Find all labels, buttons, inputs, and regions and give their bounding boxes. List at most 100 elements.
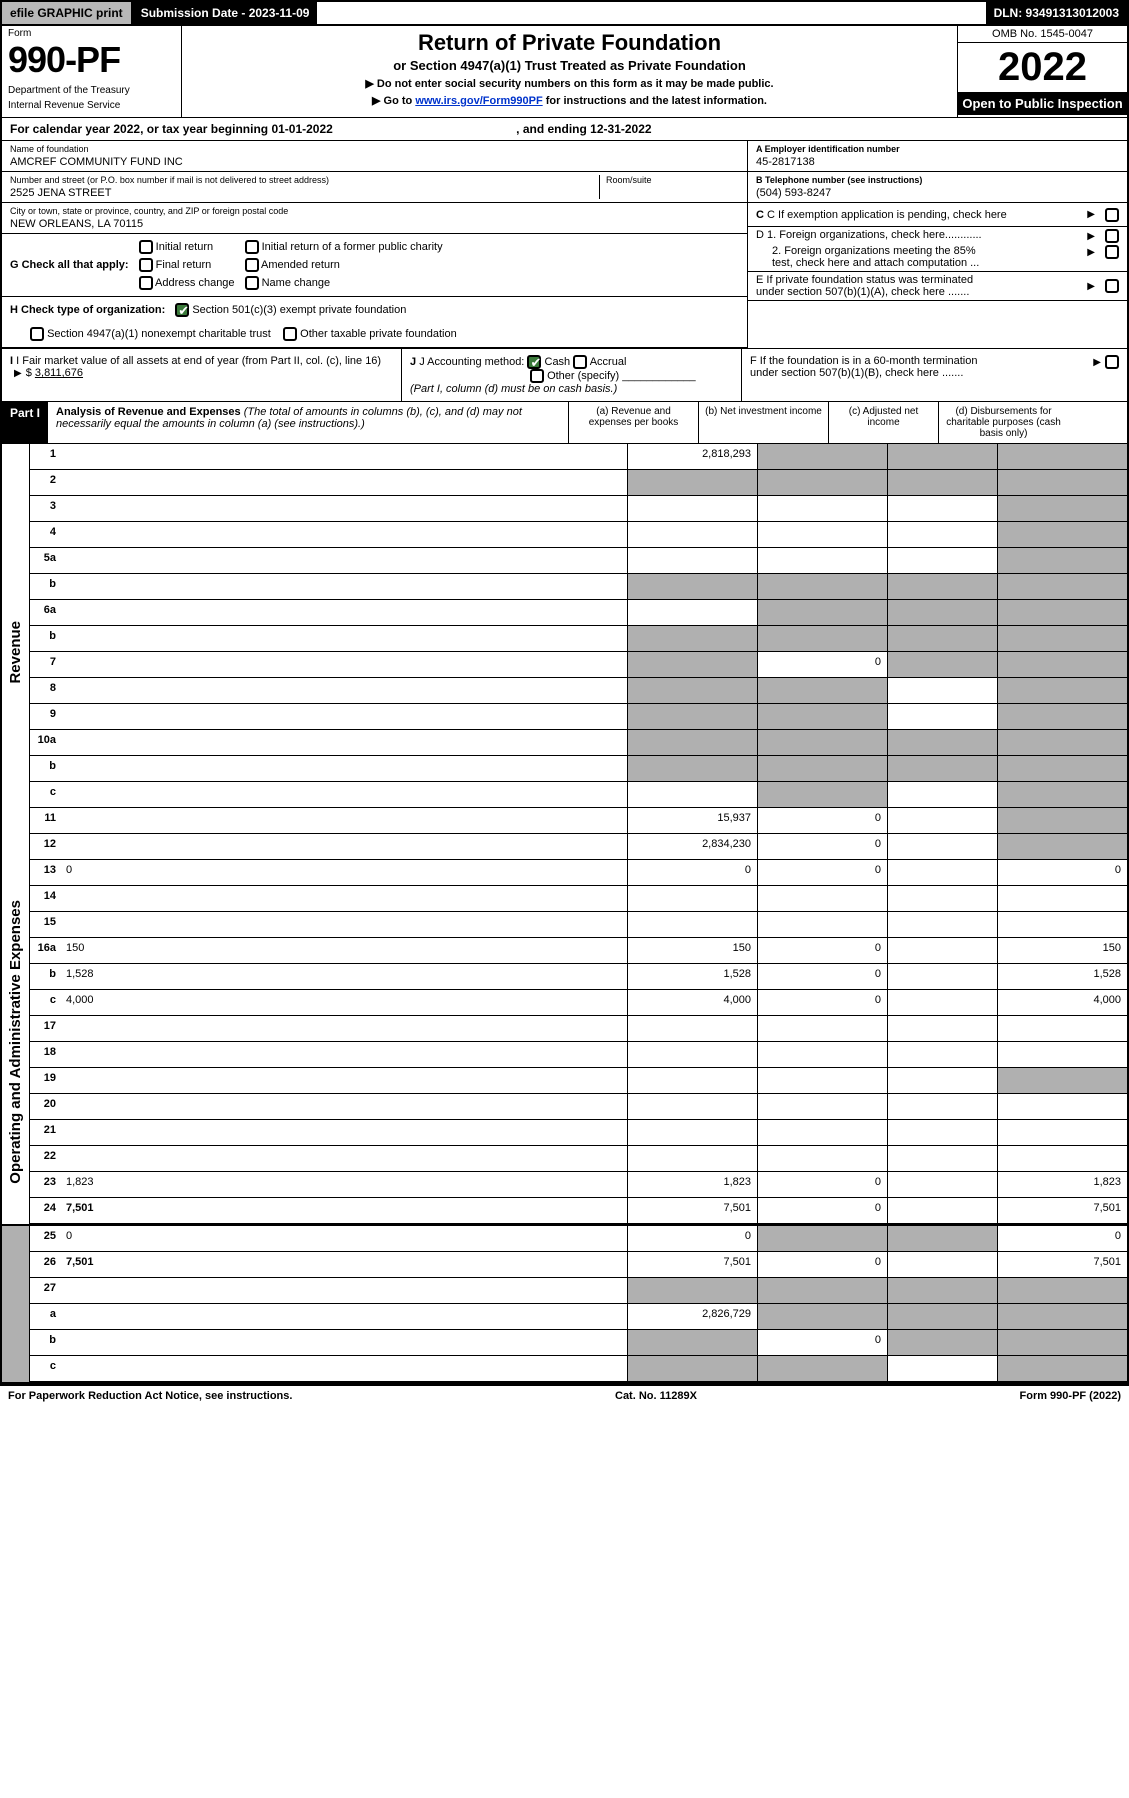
col-a-header: (a) Revenue and expenses per books [568, 402, 698, 443]
dln: DLN: 93491313012003 [986, 2, 1127, 24]
j-accounting-cell: J J Accounting method: Cash Accrual Othe… [402, 349, 742, 401]
e-checkbox[interactable] [1105, 279, 1119, 293]
table-row: 1115,9370 [30, 808, 1127, 834]
cell-b: 0 [757, 1252, 887, 1277]
initial-return-checkbox[interactable] [139, 240, 153, 254]
cell-d [997, 470, 1127, 495]
cell-c [887, 860, 997, 885]
cell-b [757, 886, 887, 911]
table-row: 247,5017,50107,501 [30, 1198, 1127, 1224]
cell-a [627, 1094, 757, 1119]
cell-a [627, 1042, 757, 1067]
cell-c [887, 1304, 997, 1329]
table-row: 3 [30, 496, 1127, 522]
row-desc [62, 886, 627, 911]
efile-print-button[interactable]: efile GRAPHIC print [2, 2, 133, 24]
cell-a: 2,818,293 [627, 444, 757, 469]
cell-d [997, 1120, 1127, 1145]
row-number: 4 [30, 522, 62, 547]
row-number: b [30, 626, 62, 651]
form-ref: Form 990-PF (2022) [1020, 1390, 1121, 1402]
topbar-spacer [317, 2, 985, 24]
calendar-year-row: For calendar year 2022, or tax year begi… [0, 117, 1129, 141]
part1-title: Analysis of Revenue and Expenses [56, 406, 241, 418]
row-desc [62, 626, 627, 651]
cell-a [627, 1356, 757, 1381]
cell-b [757, 470, 887, 495]
cell-b [757, 704, 887, 729]
row-number: 10a [30, 730, 62, 755]
row-number: 7 [30, 652, 62, 677]
cell-d: 1,528 [997, 964, 1127, 989]
name-change-checkbox[interactable] [245, 276, 259, 290]
table-row: 9 [30, 704, 1127, 730]
page-title: Return of Private Foundation [192, 30, 947, 56]
cell-b [757, 1278, 887, 1303]
cell-b [757, 756, 887, 781]
row-desc [62, 1356, 627, 1381]
f-checkbox[interactable] [1105, 355, 1119, 369]
cell-c [887, 756, 997, 781]
cell-a: 0 [627, 860, 757, 885]
other-taxable-checkbox[interactable] [283, 327, 297, 341]
page-subtitle: or Section 4947(a)(1) Trust Treated as P… [192, 58, 947, 73]
c-checkbox[interactable] [1105, 208, 1119, 222]
table-row: b1,5281,52801,528 [30, 964, 1127, 990]
501c3-checkbox[interactable] [175, 303, 189, 317]
accrual-checkbox[interactable] [573, 355, 587, 369]
address-change-checkbox[interactable] [139, 276, 153, 290]
row-desc [62, 1146, 627, 1171]
cell-b: 0 [757, 938, 887, 963]
cell-c [887, 1252, 997, 1277]
amended-return-checkbox[interactable] [245, 258, 259, 272]
row-desc [62, 1330, 627, 1355]
initial-former-checkbox[interactable] [245, 240, 259, 254]
cell-b: 0 [757, 860, 887, 885]
cell-c [887, 704, 997, 729]
cell-c [887, 600, 997, 625]
d1-checkbox[interactable] [1105, 229, 1119, 243]
d2-checkbox[interactable] [1105, 245, 1119, 259]
row-desc [62, 1278, 627, 1303]
table-row: c [30, 782, 1127, 808]
row-number: 14 [30, 886, 62, 911]
table-row: 6a [30, 600, 1127, 626]
cell-c [887, 834, 997, 859]
form-header: Form 990-PF Department of the Treasury I… [0, 26, 1129, 117]
row-desc [62, 522, 627, 547]
cell-d: 7,501 [997, 1252, 1127, 1277]
cell-a [627, 470, 757, 495]
table-row: 5a [30, 548, 1127, 574]
f-termination-cell: F If the foundation is in a 60-month ter… [742, 349, 1127, 401]
row-number: c [30, 990, 62, 1015]
row-number: 18 [30, 1042, 62, 1067]
revenue-vtab: Revenue [2, 444, 30, 860]
cell-d [997, 912, 1127, 937]
cell-b [757, 782, 887, 807]
cash-checkbox[interactable] [527, 355, 541, 369]
form990pf-link[interactable]: www.irs.gov/Form990PF [415, 95, 542, 107]
final-return-checkbox[interactable] [139, 258, 153, 272]
cell-c [887, 470, 997, 495]
i-fmv-cell: I I Fair market value of all assets at e… [2, 349, 402, 401]
row-desc: 4,000 [62, 990, 627, 1015]
cell-d: 7,501 [997, 1198, 1127, 1223]
table-row: 25000 [30, 1226, 1127, 1252]
row-number: 3 [30, 496, 62, 521]
4947a1-checkbox[interactable] [30, 327, 44, 341]
cell-d [997, 1278, 1127, 1303]
cell-a [627, 496, 757, 521]
cell-c [887, 1016, 997, 1041]
cell-d: 1,823 [997, 1172, 1127, 1197]
table-row: 130000 [30, 860, 1127, 886]
arrow-icon [1087, 230, 1095, 242]
cell-c [887, 730, 997, 755]
cell-a [627, 1120, 757, 1145]
row-number: 22 [30, 1146, 62, 1171]
ein-cell: A Employer identification number 45-2817… [748, 141, 1127, 172]
row-number: 15 [30, 912, 62, 937]
other-method-checkbox[interactable] [530, 369, 544, 383]
cell-c [887, 678, 997, 703]
cell-a: 15,937 [627, 808, 757, 833]
row-desc [62, 470, 627, 495]
